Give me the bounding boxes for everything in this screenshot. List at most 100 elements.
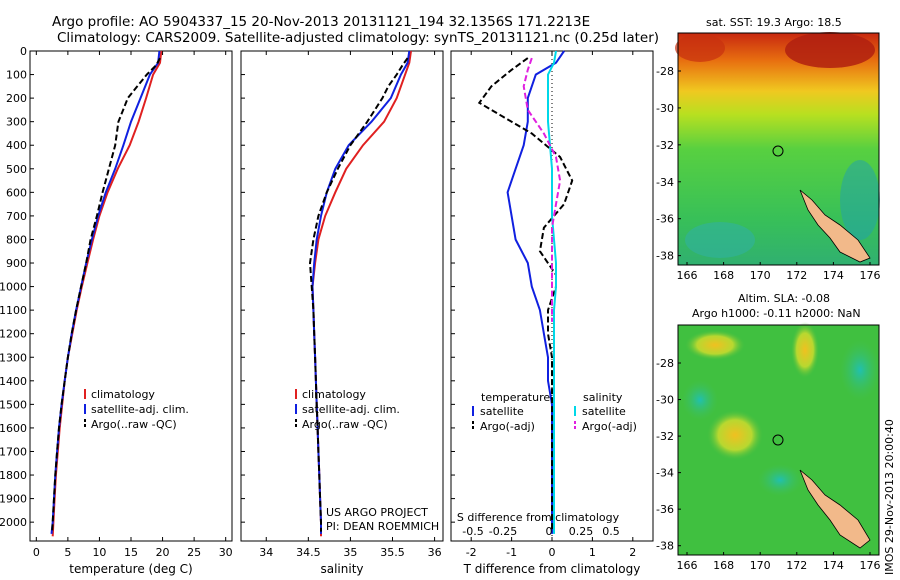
sla-high-patch xyxy=(707,410,763,460)
y-tick-label: 1200 xyxy=(0,328,27,341)
project-annotation: PI: DEAN ROEMMICH xyxy=(326,520,439,533)
sst-map-panel: sat. SST: 19.3 Argo: 18.5 xyxy=(656,16,880,282)
y-tick-label: 2000 xyxy=(0,516,27,529)
x-tick-label: 30 xyxy=(219,546,233,559)
map-lat-tick-label: -32 xyxy=(656,430,674,443)
figure-title-line2: Climatology: CARS2009. Satellite-adjuste… xyxy=(57,30,659,46)
sla-map-title-line1: Altim. SLA: -0.08 xyxy=(738,292,830,305)
legend-label: satellite xyxy=(480,405,524,418)
salinity-plot-frame xyxy=(240,50,444,542)
y-tick-label: 1900 xyxy=(0,493,27,506)
sla-argo-location-marker xyxy=(772,434,784,446)
legend-label: satellite-adj. clim. xyxy=(302,403,400,416)
x-tick-label: 0 xyxy=(33,546,40,559)
timestamp-stamp: IMOS 29-Nov-2013 20:00:40 xyxy=(883,419,896,575)
map-lon-tick-label: 168 xyxy=(713,559,734,572)
x-tick-label: 10 xyxy=(92,546,106,559)
sst-land xyxy=(799,189,871,263)
x-tick-label: 20 xyxy=(156,546,170,559)
secondary-x-tick-label: -0.5 xyxy=(462,525,483,538)
map-lat-tick-label: -30 xyxy=(656,102,674,115)
y-tick-label: 400 xyxy=(6,139,27,152)
sst-cool-patch xyxy=(840,160,880,240)
map-lat-tick-label: -30 xyxy=(656,394,674,407)
y-tick-label: 700 xyxy=(6,210,27,223)
map-lon-tick-label: 174 xyxy=(823,559,844,572)
sla-low-patch xyxy=(758,464,802,496)
salinity-panel: 34 34.5 35 35.5 36 salinity climatology satelli… xyxy=(240,50,444,576)
x-tick-label: -2 xyxy=(466,546,477,559)
sst-map-frame xyxy=(677,32,880,266)
difference-panel: -2 -1 0 1 2 T difference from climatology temp… xyxy=(450,50,654,576)
y-tick-label: 1400 xyxy=(0,375,27,388)
sla-high-patch xyxy=(791,322,819,378)
x-tick-label: 35.5 xyxy=(380,546,405,559)
legend-label: Argo(-adj) xyxy=(480,420,535,433)
legend-label: climatology xyxy=(91,388,155,401)
series-line-satellite xyxy=(547,50,557,534)
secondary-x-tick-label: -0.25 xyxy=(489,525,517,538)
x-tick-label: -1 xyxy=(506,546,517,559)
x-tick-label: 1 xyxy=(589,546,596,559)
legend-header-temperature: temperature xyxy=(481,391,550,404)
sla-map-title-line2: Argo h1000: -0.11 h2000: NaN xyxy=(692,307,861,320)
y-tick-label: 1500 xyxy=(0,398,27,411)
map-lon-tick-label: 176 xyxy=(860,269,881,282)
x-axis-label: salinity xyxy=(320,562,363,576)
secondary-x-axis-label: S difference from climatology xyxy=(457,511,620,524)
map-lon-tick-label: 172 xyxy=(786,559,807,572)
sst-map-axes: 166 168 170 172 174 176 -28 -30 -32 -34 -36 -38 xyxy=(656,65,880,282)
x-tick-label: 25 xyxy=(187,546,201,559)
y-tick-label: 1300 xyxy=(0,351,27,364)
legend-label: satellite-adj. clim. xyxy=(91,403,189,416)
map-lat-tick-label: -38 xyxy=(656,540,674,553)
map-lat-tick-label: -38 xyxy=(656,250,674,263)
y-tick-label: 1000 xyxy=(0,281,27,294)
x-axis-label: temperature (deg C) xyxy=(69,562,192,576)
legend-label: Argo(..raw -QC) xyxy=(91,418,177,431)
map-lat-tick-label: -28 xyxy=(656,357,674,370)
x-tick-label: 35 xyxy=(343,546,357,559)
sst-warm-patch xyxy=(785,32,875,68)
y-tick-label: 1800 xyxy=(0,469,27,482)
sla-map-frame xyxy=(677,324,880,556)
sla-high-patch xyxy=(685,330,745,360)
x-tick-label: 2 xyxy=(629,546,636,559)
series-line-argo-raw-qc- xyxy=(308,57,409,532)
legend-label: climatology xyxy=(302,388,366,401)
sst-cool-patch xyxy=(685,222,755,258)
map-lon-tick-label: 166 xyxy=(677,269,698,282)
sst-warm-patch xyxy=(675,34,725,62)
map-lat-tick-label: -32 xyxy=(656,139,674,152)
temperature-panel: 0 5 10 15 20 25 300100200300400500600700800900… xyxy=(0,45,233,576)
map-lon-tick-label: 170 xyxy=(750,559,771,572)
sst-argo-location-marker xyxy=(772,145,784,157)
sla-low-patch xyxy=(840,340,880,400)
map-lon-tick-label: 170 xyxy=(750,269,771,282)
x-tick-label: 34 xyxy=(259,546,273,559)
x-tick-label: 5 xyxy=(64,546,71,559)
sla-land xyxy=(799,469,871,549)
x-axis-label: T difference from climatology xyxy=(463,562,641,576)
y-tick-label: 1700 xyxy=(0,445,27,458)
map-lon-tick-label: 172 xyxy=(786,269,807,282)
secondary-x-tick-label: 0.5 xyxy=(602,525,620,538)
x-tick-label: 0 xyxy=(549,546,556,559)
map-lat-tick-label: -36 xyxy=(656,503,674,516)
series-line-argo-adj- xyxy=(522,57,562,322)
y-tick-label: 0 xyxy=(20,45,27,58)
y-tick-label: 600 xyxy=(6,186,27,199)
legend-label: satellite xyxy=(582,405,626,418)
sla-map-axes: 166 168 170 172 174 176 -28 -30 -32 -34 -36 -38 xyxy=(656,357,880,572)
sst-map-title: sat. SST: 19.3 Argo: 18.5 xyxy=(706,16,842,29)
map-lon-tick-label: 168 xyxy=(713,269,734,282)
y-tick-label: 500 xyxy=(6,163,27,176)
sla-low-patch xyxy=(682,380,718,420)
y-tick-label: 800 xyxy=(6,233,27,246)
temperature-plot-frame xyxy=(29,50,233,542)
y-tick-label: 300 xyxy=(6,116,27,129)
map-lon-tick-label: 166 xyxy=(677,559,698,572)
series-line-argo-adj- xyxy=(477,57,574,532)
y-tick-label: 1100 xyxy=(0,304,27,317)
secondary-x-tick-label: 0 xyxy=(546,525,553,538)
